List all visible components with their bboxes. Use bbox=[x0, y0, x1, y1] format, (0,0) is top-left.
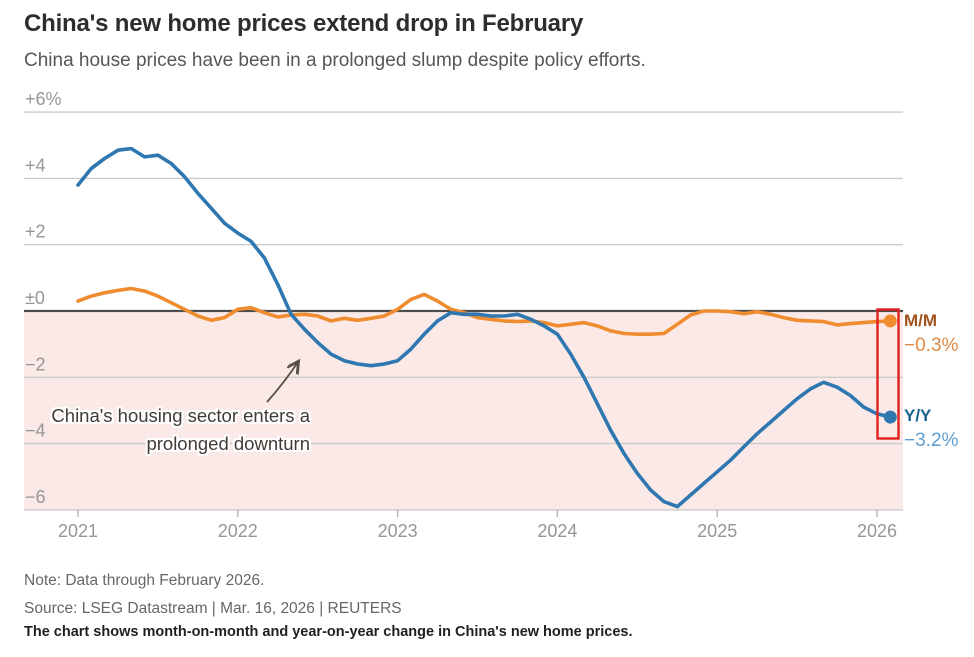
chart-subtitle: China house prices have been in a prolon… bbox=[24, 50, 646, 71]
chart-title: China's new home prices extend drop in F… bbox=[24, 10, 584, 37]
series-label-mm: M/M −0.3% bbox=[904, 311, 958, 357]
series-label-mm-value: −0.3% bbox=[904, 335, 959, 356]
x-tick-label: 2025 bbox=[697, 521, 737, 541]
y-tick-label: −2 bbox=[25, 354, 46, 374]
yy-line bbox=[76, 146, 893, 509]
y-tick-label: ±0 bbox=[25, 288, 45, 308]
x-tick-label: 2022 bbox=[218, 521, 258, 541]
latest-values-highlight-box bbox=[876, 308, 900, 440]
series-label-yy: Y/Y −3.2% bbox=[904, 406, 958, 452]
series-label-yy-value: −3.2% bbox=[904, 430, 959, 451]
below-zero-shaded-region bbox=[24, 312, 903, 510]
x-tick-label: 2026 bbox=[857, 521, 897, 541]
x-tick-label: 2023 bbox=[378, 521, 418, 541]
footnote: Note: Data through February 2026. bbox=[24, 572, 265, 589]
x-tick-label: 2024 bbox=[537, 521, 577, 541]
mm-end-dot bbox=[883, 314, 897, 328]
y-tick-label: −4 bbox=[25, 421, 46, 441]
yy-end-dot bbox=[883, 410, 897, 424]
annotation-line2: prolonged downturn bbox=[146, 433, 310, 454]
x-tick-label: 2021 bbox=[58, 521, 98, 541]
annotation-line1: China's housing sector enters a bbox=[51, 405, 310, 426]
annotation-housing-downturn: China's housing sector enters a prolonge… bbox=[51, 402, 310, 458]
mm-line bbox=[76, 286, 893, 336]
y-tick-label: +2 bbox=[25, 222, 46, 242]
chart-caption: The chart shows month-on-month and year-… bbox=[24, 624, 633, 640]
series-label-yy-name: Y/Y bbox=[904, 406, 932, 425]
y-tick-label: +6% bbox=[25, 89, 62, 109]
series-label-mm-name: M/M bbox=[904, 311, 938, 330]
source-line: Source: LSEG Datastream | Mar. 16, 2026 … bbox=[24, 600, 402, 617]
y-tick-label: −6 bbox=[25, 487, 46, 507]
annotation-arrow bbox=[266, 362, 298, 403]
y-tick-label: +4 bbox=[25, 155, 46, 175]
